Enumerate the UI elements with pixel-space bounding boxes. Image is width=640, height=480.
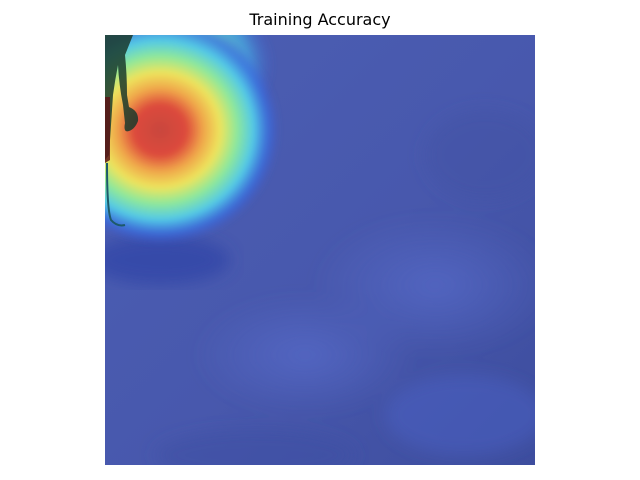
shadow-region — [105, 235, 230, 285]
figure-title: Training Accuracy — [249, 10, 391, 29]
heatmap-image — [105, 35, 535, 465]
cloud-texture — [155, 110, 535, 465]
activation-hotspot — [105, 35, 280, 245]
figure-silhouette — [105, 35, 139, 227]
